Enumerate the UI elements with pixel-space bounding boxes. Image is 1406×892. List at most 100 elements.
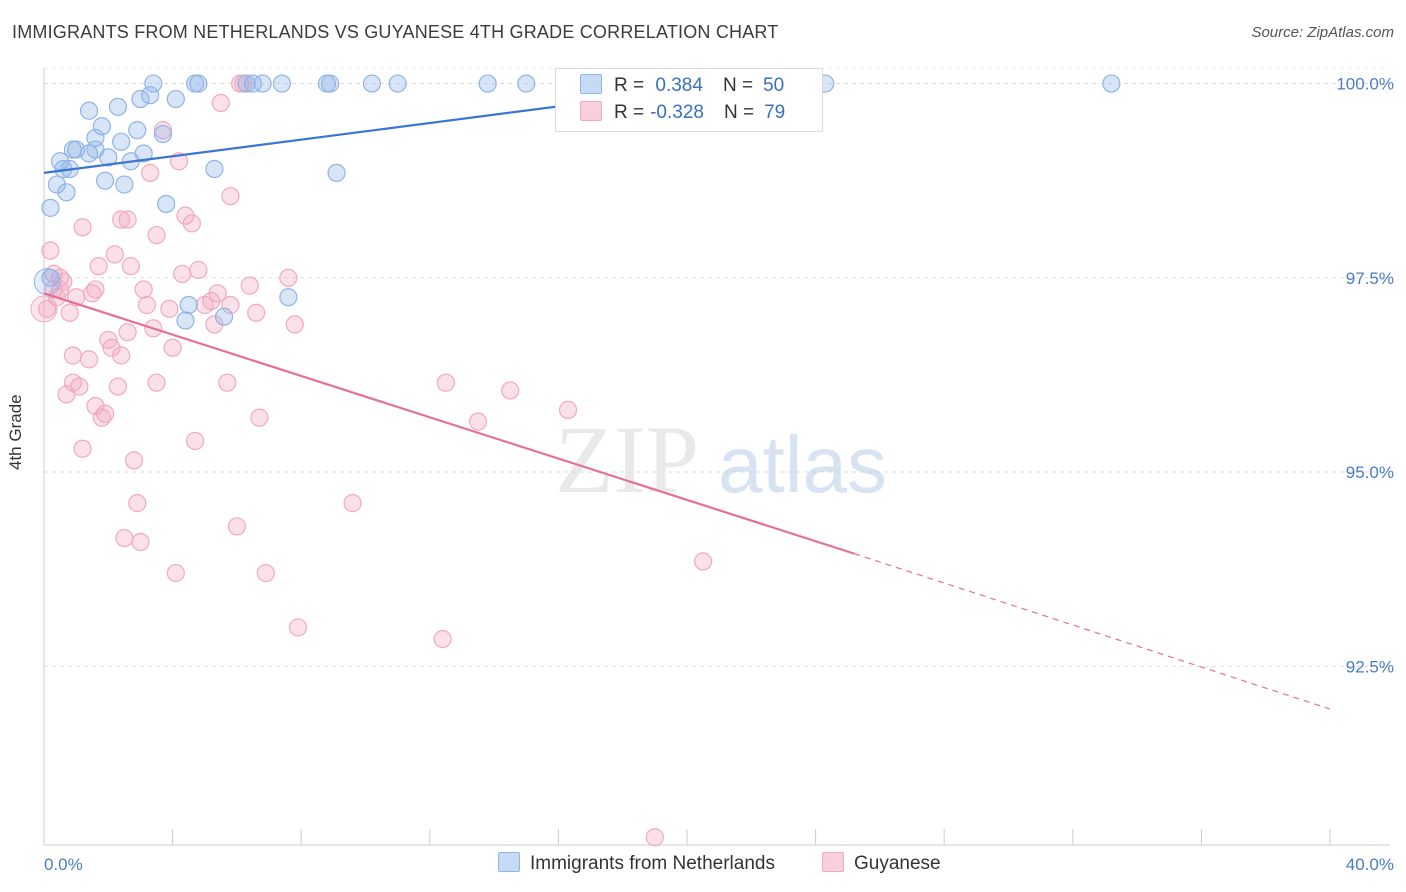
guyanese-point (205, 315, 224, 334)
netherlands-point (140, 86, 160, 105)
guyanese-point (240, 276, 259, 295)
netherlands-point (92, 117, 111, 136)
guyanese-point (86, 280, 105, 299)
guyanese-point (121, 257, 140, 276)
guyanese-point (147, 373, 166, 392)
guyanese-point (558, 400, 578, 419)
guyanese-point (86, 396, 105, 416)
legend-row-netherlands: R = 0.384 N = 50 (580, 74, 784, 100)
netherlands-point (144, 74, 163, 93)
guyanese-point (186, 431, 205, 451)
guyanese-point (645, 828, 664, 847)
y-tick-label: 95.0% (1346, 463, 1394, 482)
netherlands-point (33, 268, 61, 296)
netherlands-point (134, 144, 153, 163)
netherlands-point (272, 74, 292, 93)
netherlands-point (179, 295, 198, 315)
guyanese-point (30, 295, 58, 323)
netherlands-point (388, 74, 407, 93)
guyanese-point (160, 299, 179, 318)
bottom-legend-swatch-pink (822, 852, 844, 872)
netherlands-point (176, 311, 195, 330)
guyanese-point (501, 381, 520, 400)
netherlands-point (189, 74, 208, 93)
x-tick-label: 40.0% (1346, 855, 1394, 874)
legend-n-value: 79 (764, 102, 786, 123)
chart-source: Source: ZipAtlas.com (1251, 24, 1394, 41)
zipatlas-watermark: ZIP atlas (555, 406, 887, 513)
guyanese-trend-line (43, 292, 855, 555)
legend-swatch-blue (580, 74, 602, 94)
guyanese-point (189, 260, 208, 280)
guyanese-point (693, 552, 713, 571)
legend-n-label: N = (723, 102, 755, 123)
netherlands-point (99, 148, 118, 167)
bottom-legend-guyanese: Guyanese (822, 852, 941, 875)
guyanese-point (134, 280, 153, 299)
netherlands-point (157, 194, 176, 214)
guyanese-point (115, 528, 134, 548)
guyanese-point (173, 264, 192, 284)
guyanese-point (124, 451, 144, 470)
netherlands-point (131, 89, 150, 109)
netherlands-point (214, 307, 234, 326)
trend-lines (43, 82, 1331, 710)
guyanese-point (70, 377, 89, 396)
guyanese-point (153, 121, 173, 140)
guyanese-point (250, 408, 269, 427)
netherlands-point (128, 121, 147, 140)
guyanese-point (73, 439, 92, 458)
tick-labels: 92.5% 95.0% 97.5% 100.0% 0.0% 40.0% (44, 75, 1394, 874)
bottom-legend-label: Guyanese (854, 853, 941, 874)
guyanese-point (221, 187, 240, 206)
guyanese-point (118, 210, 137, 229)
guyanese-point (163, 338, 182, 357)
guyanese-point (166, 563, 185, 583)
guyanese-point (128, 494, 147, 513)
guyanese-point (95, 404, 115, 423)
netherlands-point (1102, 74, 1121, 93)
netherlands-point (115, 175, 134, 194)
netherlands-point (41, 198, 60, 217)
grid-lines (44, 67, 1390, 667)
legend-n-label: N = (722, 75, 754, 96)
netherlands-point (321, 74, 340, 93)
guyanese-point (112, 210, 131, 229)
guyanese-point (182, 214, 201, 233)
guyanese-trend-line-extrapolated (853, 553, 1331, 710)
guyanese-point (436, 373, 455, 392)
netherlands-point (47, 175, 66, 194)
guyanese-point (105, 245, 124, 264)
guyanese-point (221, 295, 240, 315)
guyanese-point (468, 412, 488, 431)
guyanese-point (63, 346, 83, 365)
y-tick-label: 92.5% (1346, 657, 1394, 676)
guyanese-point (108, 377, 128, 396)
guyanese-point (131, 532, 150, 552)
guyanese-point (140, 163, 160, 182)
legend-swatch-pink (580, 101, 602, 121)
guyanese-point (208, 284, 227, 303)
guyanese-point (343, 494, 362, 513)
netherlands-point (478, 74, 497, 93)
guyanese-point (73, 218, 92, 237)
guyanese-point (112, 346, 131, 365)
netherlands-point (279, 288, 298, 307)
netherlands-point (108, 97, 128, 116)
guyanese-point (247, 303, 266, 322)
guyanese-point (38, 299, 57, 318)
netherlands-point (253, 74, 272, 93)
netherlands-point (57, 183, 76, 202)
guyanese-point (288, 618, 308, 637)
guyanese-point (433, 629, 452, 649)
correlation-legend: R = 0.384 N = 50 R = -0.328 N = 79 (555, 68, 823, 132)
bottom-legend-swatch-blue (498, 852, 520, 872)
guyanese-point (211, 93, 230, 113)
bottom-legend-netherlands: Immigrants from Netherlands (498, 852, 775, 875)
guyanese-point (227, 517, 246, 536)
guyanese-point (89, 257, 108, 276)
netherlands-point (153, 124, 173, 144)
guyanese-point (279, 268, 298, 287)
guyanese-point (218, 373, 237, 392)
